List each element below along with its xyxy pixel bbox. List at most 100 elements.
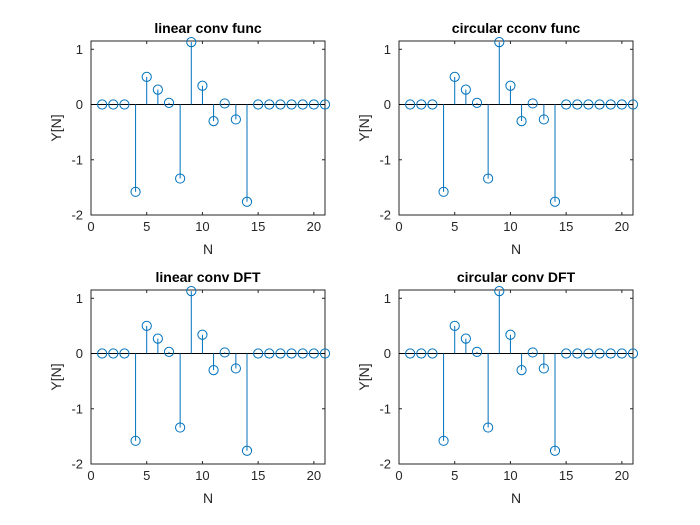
stem-marker bbox=[616, 99, 627, 110]
stem-marker bbox=[241, 445, 253, 456]
y-tick-label: -2 bbox=[71, 208, 83, 223]
stem-marker bbox=[163, 97, 175, 108]
stem-marker bbox=[275, 99, 286, 110]
stem-marker bbox=[483, 422, 494, 433]
y-tick-label: -1 bbox=[71, 401, 83, 416]
subplot-2: 0 5 10 15 20 -2 -1 0 1 circular cconv func N Y[N] bbox=[356, 20, 639, 257]
stem-marker bbox=[219, 347, 230, 358]
x-axis-label: N bbox=[511, 241, 521, 257]
y-tick-label: -1 bbox=[71, 152, 83, 167]
stem-marker bbox=[97, 99, 108, 110]
y-tick-label: 0 bbox=[384, 97, 391, 112]
stem-marker bbox=[219, 98, 230, 109]
stem-marker bbox=[230, 363, 241, 374]
axes-box bbox=[398, 289, 634, 465]
y-tick-label: -2 bbox=[379, 208, 391, 223]
stem-marker bbox=[186, 37, 197, 48]
x-tick-label: 5 bbox=[451, 219, 458, 234]
x-axis-label: N bbox=[203, 490, 213, 506]
y-tick-label: 0 bbox=[384, 346, 391, 361]
stem-marker bbox=[208, 115, 219, 127]
stem-marker bbox=[141, 320, 152, 332]
stem-marker bbox=[494, 37, 505, 48]
axes-box bbox=[90, 289, 326, 465]
stem-marker bbox=[427, 348, 438, 359]
x-tick-label: 10 bbox=[195, 468, 209, 483]
stem-marker bbox=[186, 286, 197, 297]
stem-marker bbox=[253, 99, 264, 110]
subplot-title: circular cconv func bbox=[452, 20, 581, 36]
stem-marker bbox=[460, 333, 471, 344]
stem-marker bbox=[483, 173, 494, 184]
stem-marker bbox=[494, 286, 505, 297]
x-axis-label: N bbox=[203, 241, 213, 257]
stem-marker bbox=[297, 348, 308, 359]
x-axis-label: N bbox=[511, 490, 521, 506]
stem-marker bbox=[471, 97, 483, 108]
x-tick-label: 15 bbox=[559, 468, 573, 483]
x-tick-label: 5 bbox=[143, 219, 150, 234]
stem-marker bbox=[152, 84, 163, 95]
y-axis-label: Y[N] bbox=[48, 363, 64, 390]
stem-marker bbox=[319, 99, 331, 110]
stem-marker bbox=[561, 99, 572, 110]
stem-marker bbox=[538, 363, 549, 374]
stem-marker bbox=[308, 99, 319, 110]
subplot-title: circular conv DFT bbox=[457, 269, 576, 285]
stem-marker bbox=[627, 99, 639, 110]
y-tick-label: 1 bbox=[76, 291, 83, 306]
stem-marker bbox=[264, 348, 275, 359]
x-tick-label: 15 bbox=[559, 219, 573, 234]
y-axis-label: Y[N] bbox=[48, 114, 64, 141]
subplot-1: 0 5 10 15 20 -2 -1 0 1 linear conv func N Y[N] bbox=[48, 20, 331, 257]
stem-marker bbox=[175, 422, 186, 433]
stem-marker bbox=[405, 348, 416, 359]
x-tick-label: 5 bbox=[451, 468, 458, 483]
stem-marker bbox=[275, 348, 286, 359]
subplot-title: linear conv func bbox=[154, 20, 262, 36]
y-tick-label: 0 bbox=[76, 97, 83, 112]
stem-marker bbox=[449, 320, 460, 332]
x-tick-label: 10 bbox=[195, 219, 209, 234]
x-tick-label: 20 bbox=[615, 219, 629, 234]
stem-marker bbox=[163, 346, 175, 357]
stem-marker bbox=[471, 346, 483, 357]
axes-box bbox=[90, 40, 326, 216]
y-tick-label: 1 bbox=[384, 291, 391, 306]
y-tick-label: 1 bbox=[384, 42, 391, 57]
stem-marker bbox=[427, 99, 438, 110]
stem-marker bbox=[549, 196, 561, 207]
stem-marker bbox=[208, 364, 219, 376]
stem-marker bbox=[152, 333, 163, 344]
y-tick-label: 0 bbox=[76, 346, 83, 361]
x-tick-label: 0 bbox=[395, 219, 402, 234]
stem-marker bbox=[572, 348, 583, 359]
stem-marker bbox=[197, 329, 208, 340]
axes-box bbox=[398, 40, 634, 216]
stem-marker bbox=[319, 348, 331, 359]
stem-marker bbox=[297, 99, 308, 110]
stem-marker bbox=[627, 348, 639, 359]
x-tick-label: 5 bbox=[143, 468, 150, 483]
x-tick-label: 0 bbox=[395, 468, 402, 483]
stem-marker bbox=[97, 348, 108, 359]
stem-marker bbox=[130, 435, 141, 446]
stem-marker bbox=[405, 99, 416, 110]
x-tick-label: 20 bbox=[615, 468, 629, 483]
stem-marker bbox=[438, 186, 449, 197]
stem-marker bbox=[108, 99, 119, 110]
x-tick-label: 0 bbox=[87, 219, 94, 234]
stem-marker bbox=[449, 71, 460, 83]
stem-marker bbox=[119, 99, 130, 110]
stem-marker bbox=[119, 348, 130, 359]
subplot-3: 0 5 10 15 20 -2 -1 0 1 linear conv DFT N Y[N] bbox=[48, 269, 331, 506]
x-tick-label: 20 bbox=[307, 468, 321, 483]
stem-marker bbox=[416, 99, 427, 110]
stem-marker bbox=[583, 348, 594, 359]
stem-marker bbox=[108, 348, 119, 359]
stem-marker bbox=[438, 435, 449, 446]
stem-marker bbox=[516, 364, 527, 376]
stem-marker bbox=[230, 114, 241, 125]
stem-marker bbox=[308, 348, 319, 359]
